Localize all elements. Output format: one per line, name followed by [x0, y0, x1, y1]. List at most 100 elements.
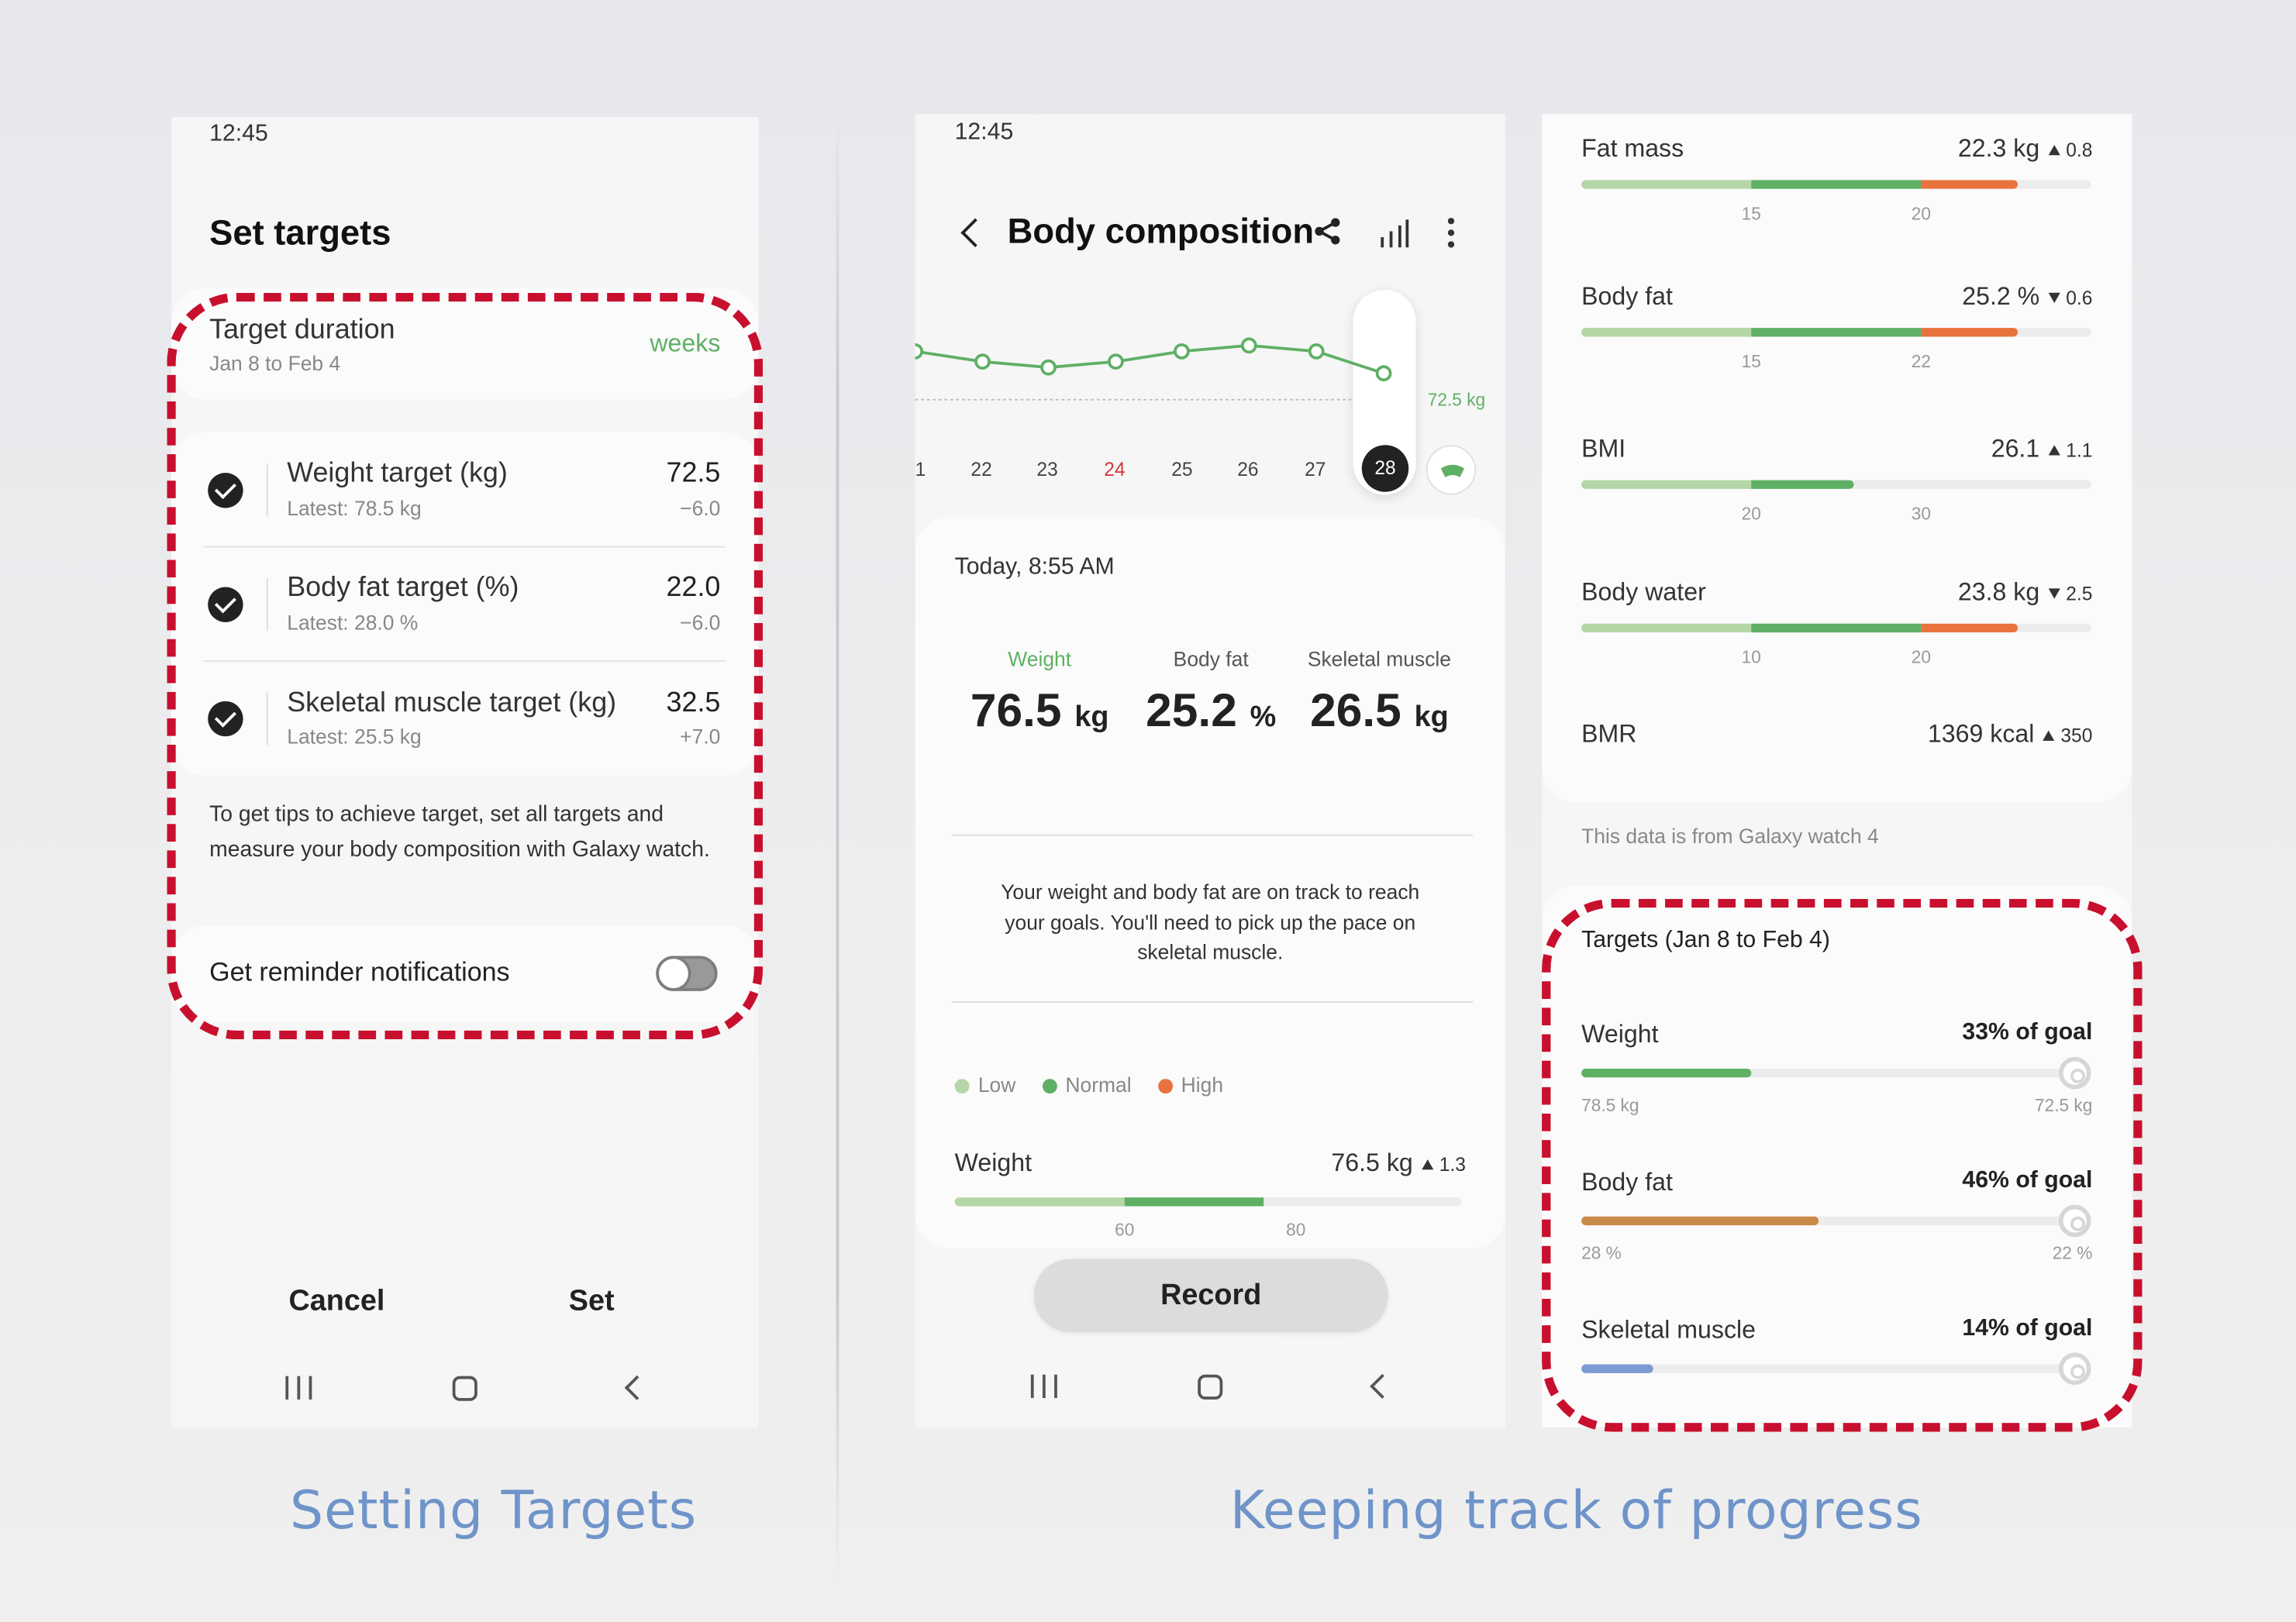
target-progress-name: Skeletal muscle	[1581, 1316, 1756, 1345]
toggle-knob	[656, 956, 691, 991]
day-label[interactable]: 25	[1171, 458, 1193, 480]
range-segment	[1581, 328, 1752, 337]
legend: Low Normal High	[954, 1073, 1223, 1097]
watch-glyph	[1440, 464, 1464, 477]
target-start-value: 28 %	[1581, 1242, 1622, 1264]
body-fat-target-label[interactable]: Body fat target (%)	[287, 572, 519, 604]
home-icon[interactable]	[452, 1376, 477, 1401]
metric-range-bar	[1581, 480, 2091, 489]
metric-name: Fat mass	[1581, 134, 1684, 163]
range-segment	[1751, 180, 1922, 189]
body-fat-target-latest: Latest: 28.0 %	[287, 610, 419, 634]
tips-text: To get tips to achieve target, set all t…	[209, 802, 710, 862]
recent-apps-icon[interactable]	[1030, 1374, 1057, 1398]
targets-progress-card	[1542, 885, 2132, 1427]
back-nav-icon[interactable]	[1370, 1373, 1395, 1399]
target-duration-label: Target duration	[209, 315, 395, 346]
metric-range-bar	[1581, 328, 2091, 337]
measurement-date: Today, 8:55 AM	[954, 554, 1115, 580]
tick-label: 22	[1911, 351, 1931, 372]
reminder-toggle[interactable]	[656, 956, 718, 991]
target-progress-bar	[1581, 1216, 2065, 1226]
row-separator	[203, 659, 726, 662]
back-nav-icon[interactable]	[624, 1375, 650, 1400]
metric-name: Body fat	[1581, 282, 1673, 311]
range-segment	[1581, 623, 1752, 633]
tick-label: 20	[1741, 503, 1761, 525]
weight-target-value[interactable]: 72.5	[666, 458, 721, 489]
tick-label: 20	[1911, 646, 1931, 668]
reminder-label: Get reminder notifications	[209, 957, 510, 987]
target-duration-value[interactable]: weeks	[650, 329, 721, 357]
summary-separator	[951, 1001, 1474, 1003]
target-progress-fill	[1581, 1216, 1819, 1226]
section-divider	[836, 105, 839, 1584]
weight-trend-line	[915, 337, 1392, 401]
metric-name: BMI	[1581, 435, 1626, 463]
set-targets-screen: 12:45 Set targets Target duration Jan 8 …	[171, 117, 759, 1427]
metric-value: 22.3 kg 0.8	[1957, 134, 2093, 163]
summary-separator	[951, 834, 1474, 836]
caption-setting-targets: Setting Targets	[290, 1481, 698, 1542]
row-divider	[266, 578, 268, 632]
selected-day-badge[interactable]: 28	[1361, 445, 1409, 492]
cancel-button[interactable]: Cancel	[288, 1285, 385, 1318]
metric-name: Body water	[1581, 578, 1706, 607]
weight-target-label[interactable]: Weight target (kg)	[287, 458, 508, 489]
day-label[interactable]: 27	[1305, 458, 1326, 480]
set-button[interactable]: Set	[568, 1285, 615, 1318]
weight-target-latest: Latest: 78.5 kg	[287, 496, 422, 520]
home-icon[interactable]	[1198, 1374, 1223, 1400]
status-time: 12:45	[209, 121, 268, 146]
metric-name: BMR	[1581, 720, 1637, 749]
target-end-value: 72.5 kg	[2035, 1094, 2093, 1116]
skeletal-muscle-target-label[interactable]: Skeletal muscle target (kg)	[287, 687, 617, 719]
legend-high: High	[1157, 1073, 1223, 1097]
body-fat-target-value[interactable]: 22.0	[666, 572, 721, 604]
check-icon[interactable]	[208, 701, 243, 737]
day-label[interactable]: 22	[970, 458, 992, 480]
share-icon[interactable]	[1313, 217, 1343, 246]
more-options-icon[interactable]	[1445, 217, 1457, 250]
day-label[interactable]: 26	[1237, 458, 1259, 480]
target-progress-fill	[1581, 1364, 1653, 1373]
skeletal-muscle-stat-label: Skeletal muscle	[1307, 646, 1452, 671]
metrics-card	[1542, 114, 2132, 803]
target-end-value: 22 %	[2052, 1242, 2093, 1264]
back-icon[interactable]	[960, 218, 990, 248]
watch-icon[interactable]	[1426, 445, 1477, 495]
tick-label: 80	[1286, 1219, 1306, 1240]
metric-value: 26.1 1.1	[1991, 435, 2093, 463]
targets-card: Weight target (kg) Latest: 78.5 kg 72.5 …	[171, 432, 759, 777]
status-time: 12:45	[954, 119, 1014, 146]
arrow-down-icon	[2048, 588, 2060, 599]
bar-chart-icon[interactable]	[1378, 217, 1411, 250]
page-title: Set targets	[209, 213, 391, 253]
check-icon[interactable]	[208, 587, 243, 622]
latest-weight-label: 72.5 kg	[1427, 389, 1486, 410]
targets-title: Targets (Jan 8 to Feb 4)	[1581, 928, 1830, 953]
target-progress-fill	[1581, 1068, 1752, 1078]
day-label[interactable]: 1	[915, 458, 926, 480]
metric-range-bar	[1581, 180, 2091, 189]
day-label[interactable]: 24	[1104, 458, 1126, 480]
range-segment	[1751, 623, 1922, 633]
skeletal-muscle-target-delta: +7.0	[680, 725, 721, 749]
arrow-up-icon	[2043, 730, 2055, 741]
check-icon[interactable]	[208, 473, 243, 508]
body-fat-stat-label: Body fat	[1173, 646, 1249, 671]
range-segment	[1751, 328, 1922, 337]
record-button[interactable]: Record	[1033, 1259, 1388, 1332]
day-label[interactable]: 23	[1036, 458, 1058, 480]
reminder-card: Get reminder notifications	[171, 925, 759, 1022]
target-duration-card[interactable]: Target duration Jan 8 to Feb 4 weeks	[171, 288, 759, 400]
skeletal-muscle-target-value[interactable]: 32.5	[666, 687, 721, 719]
body-composition-screen: 12:45 Body composition 72.5 kg	[915, 114, 1505, 1427]
weight-metric-value: 76.5 kg 1.3	[1331, 1148, 1466, 1177]
legend-normal: Normal	[1042, 1073, 1132, 1097]
recent-apps-icon[interactable]	[285, 1376, 312, 1400]
target-progress-bar	[1581, 1364, 2065, 1373]
progress-message: Your weight and body fat are on track to…	[1001, 880, 1420, 963]
range-segment	[1581, 180, 1752, 189]
